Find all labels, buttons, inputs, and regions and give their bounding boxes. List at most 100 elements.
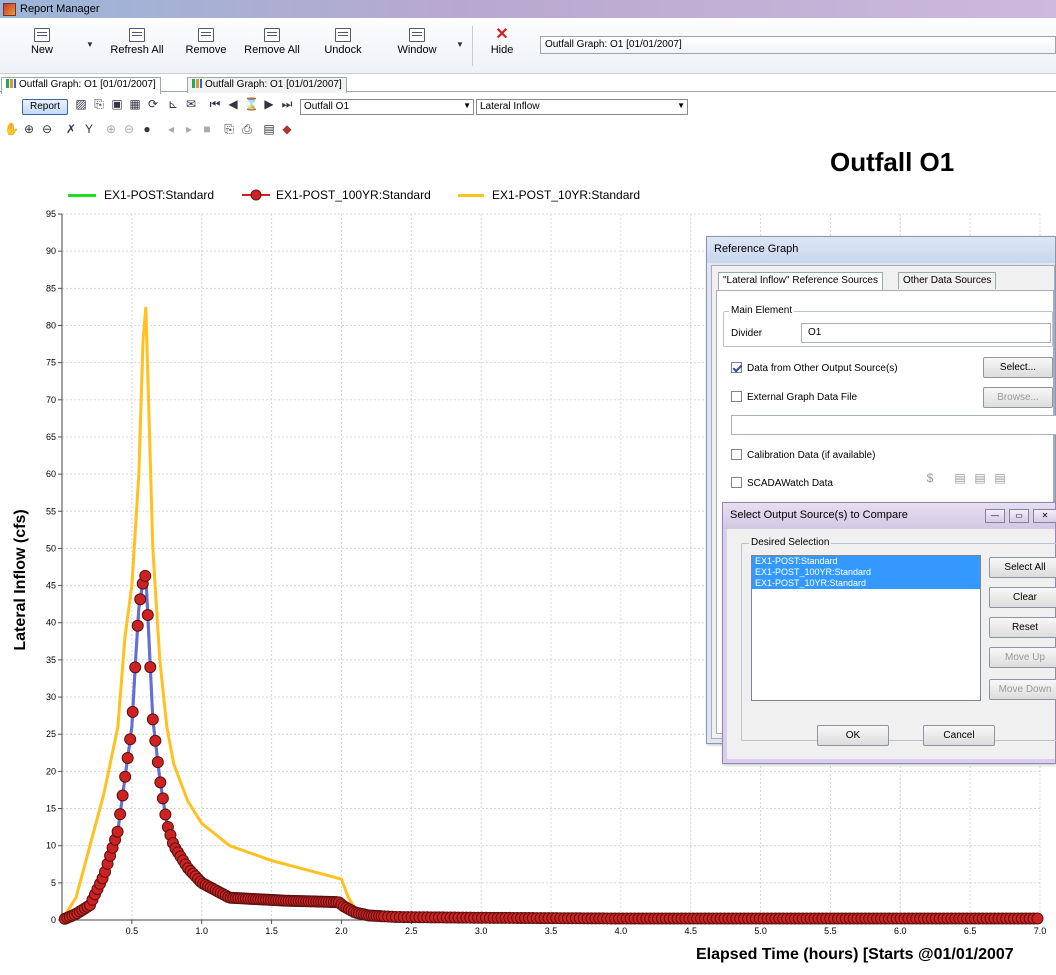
remove-all-label: Remove All [244, 44, 300, 56]
zoom-previous-icon[interactable]: ⊖ [123, 122, 135, 136]
element-combo-value: Outfall O1 [304, 101, 350, 112]
copy-icon[interactable]: ⎘ [94, 97, 104, 111]
tab-other-data-sources[interactable]: Other Data Sources [898, 272, 997, 289]
select-all-button[interactable]: Select All [989, 557, 1056, 578]
options-icon[interactable]: ▤ [263, 122, 275, 136]
legend-label: EX1-POST:Standard [104, 188, 215, 202]
series-point-100yr [141, 609, 154, 622]
new-button[interactable]: New [22, 28, 62, 68]
eraser-icon[interactable]: ◆ [282, 122, 292, 136]
window-dropdown-arrow[interactable]: ▼ [456, 40, 464, 49]
checkbox-icon [731, 391, 742, 402]
list-item[interactable]: EX1-POST:Standard [752, 556, 980, 567]
main-element-label: Main Element [729, 305, 795, 316]
scadawatch-checkbox[interactable]: SCADAWatch Data [731, 477, 833, 489]
divider-field[interactable]: O1 [801, 323, 1051, 343]
step-back-icon[interactable]: ◂ [167, 122, 175, 136]
ok-button[interactable]: OK [817, 725, 889, 746]
move-down-button[interactable]: Move Down [989, 679, 1056, 700]
first-icon[interactable]: ⏮ [209, 97, 221, 111]
save-icon[interactable]: ▣ [111, 97, 123, 111]
undock-icon [335, 28, 351, 42]
mail-icon[interactable]: ✉ [185, 97, 197, 111]
next-icon[interactable]: ▶ [264, 97, 274, 111]
checkbox-icon [731, 477, 742, 488]
series-point-100yr [131, 619, 144, 632]
zoom-in-icon[interactable]: ⊕ [23, 122, 35, 136]
scada-add-icon[interactable]: ▤ [954, 471, 966, 485]
y-tick-label: 20 [46, 766, 56, 776]
reset-button[interactable]: Reset [989, 617, 1056, 638]
zoom-out-icon[interactable]: ⊖ [41, 122, 53, 136]
tab-reference-sources[interactable]: "Lateral Inflow" Reference Sources [718, 272, 883, 290]
select-output-sources-dialog: Select Output Source(s) to Compare — ▭ ✕… [722, 502, 1056, 764]
remove-button[interactable]: Remove [180, 28, 232, 68]
app-icon [3, 2, 16, 16]
remove-all-button[interactable]: Remove All [240, 28, 304, 68]
refresh-all-label: Refresh All [110, 44, 164, 56]
x-tick-label: 2.5 [405, 926, 418, 936]
data-other-output-checkbox[interactable]: Data from Other Output Source(s) [731, 362, 898, 374]
cancel-button[interactable]: Cancel [923, 725, 995, 746]
series-point-100yr [139, 569, 152, 582]
report-select-combo[interactable]: Outfall Graph: O1 [01/01/2007] [540, 36, 1056, 54]
list-item[interactable]: EX1-POST_100YR:Standard [752, 567, 980, 578]
remove-icon [198, 28, 214, 42]
x-tick-label: 1.0 [195, 926, 208, 936]
axis-x-icon[interactable]: ✗ [65, 122, 77, 136]
legend-item-1: EX1-POST:Standard [68, 187, 214, 203]
chart-properties-icon[interactable]: ▨ [75, 97, 87, 111]
previous-icon[interactable]: ◀ [228, 97, 238, 111]
tab-outfall-graph-2[interactable]: Outfall Graph: O1 [01/01/2007] [187, 77, 347, 93]
chart-type-icon[interactable]: ⊾ [167, 97, 179, 111]
close-button[interactable]: ✕ [1033, 509, 1056, 523]
refresh-all-button[interactable]: Refresh All [106, 28, 168, 68]
new-button-label: New [30, 44, 53, 56]
tab-outfall-graph-1[interactable]: Outfall Graph: O1 [01/01/2007] [1, 77, 161, 94]
close-x-icon: ✕ [495, 26, 509, 43]
refresh-icon[interactable]: ⟳ [147, 97, 159, 111]
legend-swatch [458, 193, 484, 197]
y-tick-label: 90 [46, 246, 56, 256]
output-sources-list[interactable]: EX1-POST:Standard EX1-POST_100YR:Standar… [751, 555, 981, 701]
element-combo[interactable]: Outfall O1 ▼ [300, 99, 474, 115]
new-dropdown-arrow[interactable]: ▼ [86, 40, 94, 49]
external-graph-checkbox[interactable]: External Graph Data File [731, 391, 857, 403]
undock-label: Undock [324, 44, 362, 56]
x-tick-label: 6.5 [964, 926, 977, 936]
dialog-title: Reference Graph [707, 237, 1055, 263]
play-icon[interactable]: ▸ [185, 122, 193, 136]
attribute-combo[interactable]: Lateral Inflow ▼ [476, 99, 688, 115]
browse-button[interactable]: Browse... [983, 387, 1053, 408]
series-point-100yr [114, 808, 127, 821]
stop-icon[interactable]: ■ [203, 122, 211, 136]
maximize-button[interactable]: ▭ [1009, 509, 1029, 523]
hide-button[interactable]: ✕ Hide [482, 26, 522, 68]
window-button[interactable]: Window [390, 28, 444, 68]
select-button[interactable]: Select... [983, 357, 1053, 378]
axis-y-icon[interactable]: Y [84, 122, 93, 136]
series-point-100yr [126, 705, 139, 718]
minimize-button[interactable]: — [985, 509, 1005, 523]
report-button[interactable]: Report [22, 99, 68, 115]
calibration-checkbox[interactable]: Calibration Data (if available) [731, 449, 875, 461]
list-item[interactable]: EX1-POST_10YR:Standard [752, 578, 980, 589]
hourglass-icon[interactable]: ⌛ [244, 97, 259, 111]
copy-graph-icon[interactable]: ⎘ [224, 122, 234, 136]
print-icon[interactable]: ⎙ [242, 122, 252, 136]
clear-button[interactable]: Clear [989, 587, 1056, 608]
save-all-icon[interactable]: ▦ [129, 97, 141, 111]
y-tick-label: 15 [46, 804, 56, 814]
y-tick-label: 70 [46, 395, 56, 405]
pan-hand-icon[interactable]: ✋ [4, 122, 19, 136]
zoom-window-icon[interactable]: ⊕ [105, 122, 117, 136]
scada-connect-icon[interactable]: $ [926, 471, 934, 485]
undock-button[interactable]: Undock [316, 28, 370, 68]
scada-edit-icon[interactable]: ▤ [994, 471, 1006, 485]
move-up-button[interactable]: Move Up [989, 647, 1056, 668]
lateral-inflow-chart[interactable]: 0 5 10 15 20 25 30 35 40 45 50 55 60 65 70 75 80 85 90 95 0.… [0, 200, 1056, 945]
globe-icon[interactable]: ● [143, 122, 151, 136]
last-icon[interactable]: ⏭ [281, 97, 293, 111]
scada-remove-icon[interactable]: ▤ [974, 471, 986, 485]
external-file-path-field[interactable] [731, 415, 1056, 435]
